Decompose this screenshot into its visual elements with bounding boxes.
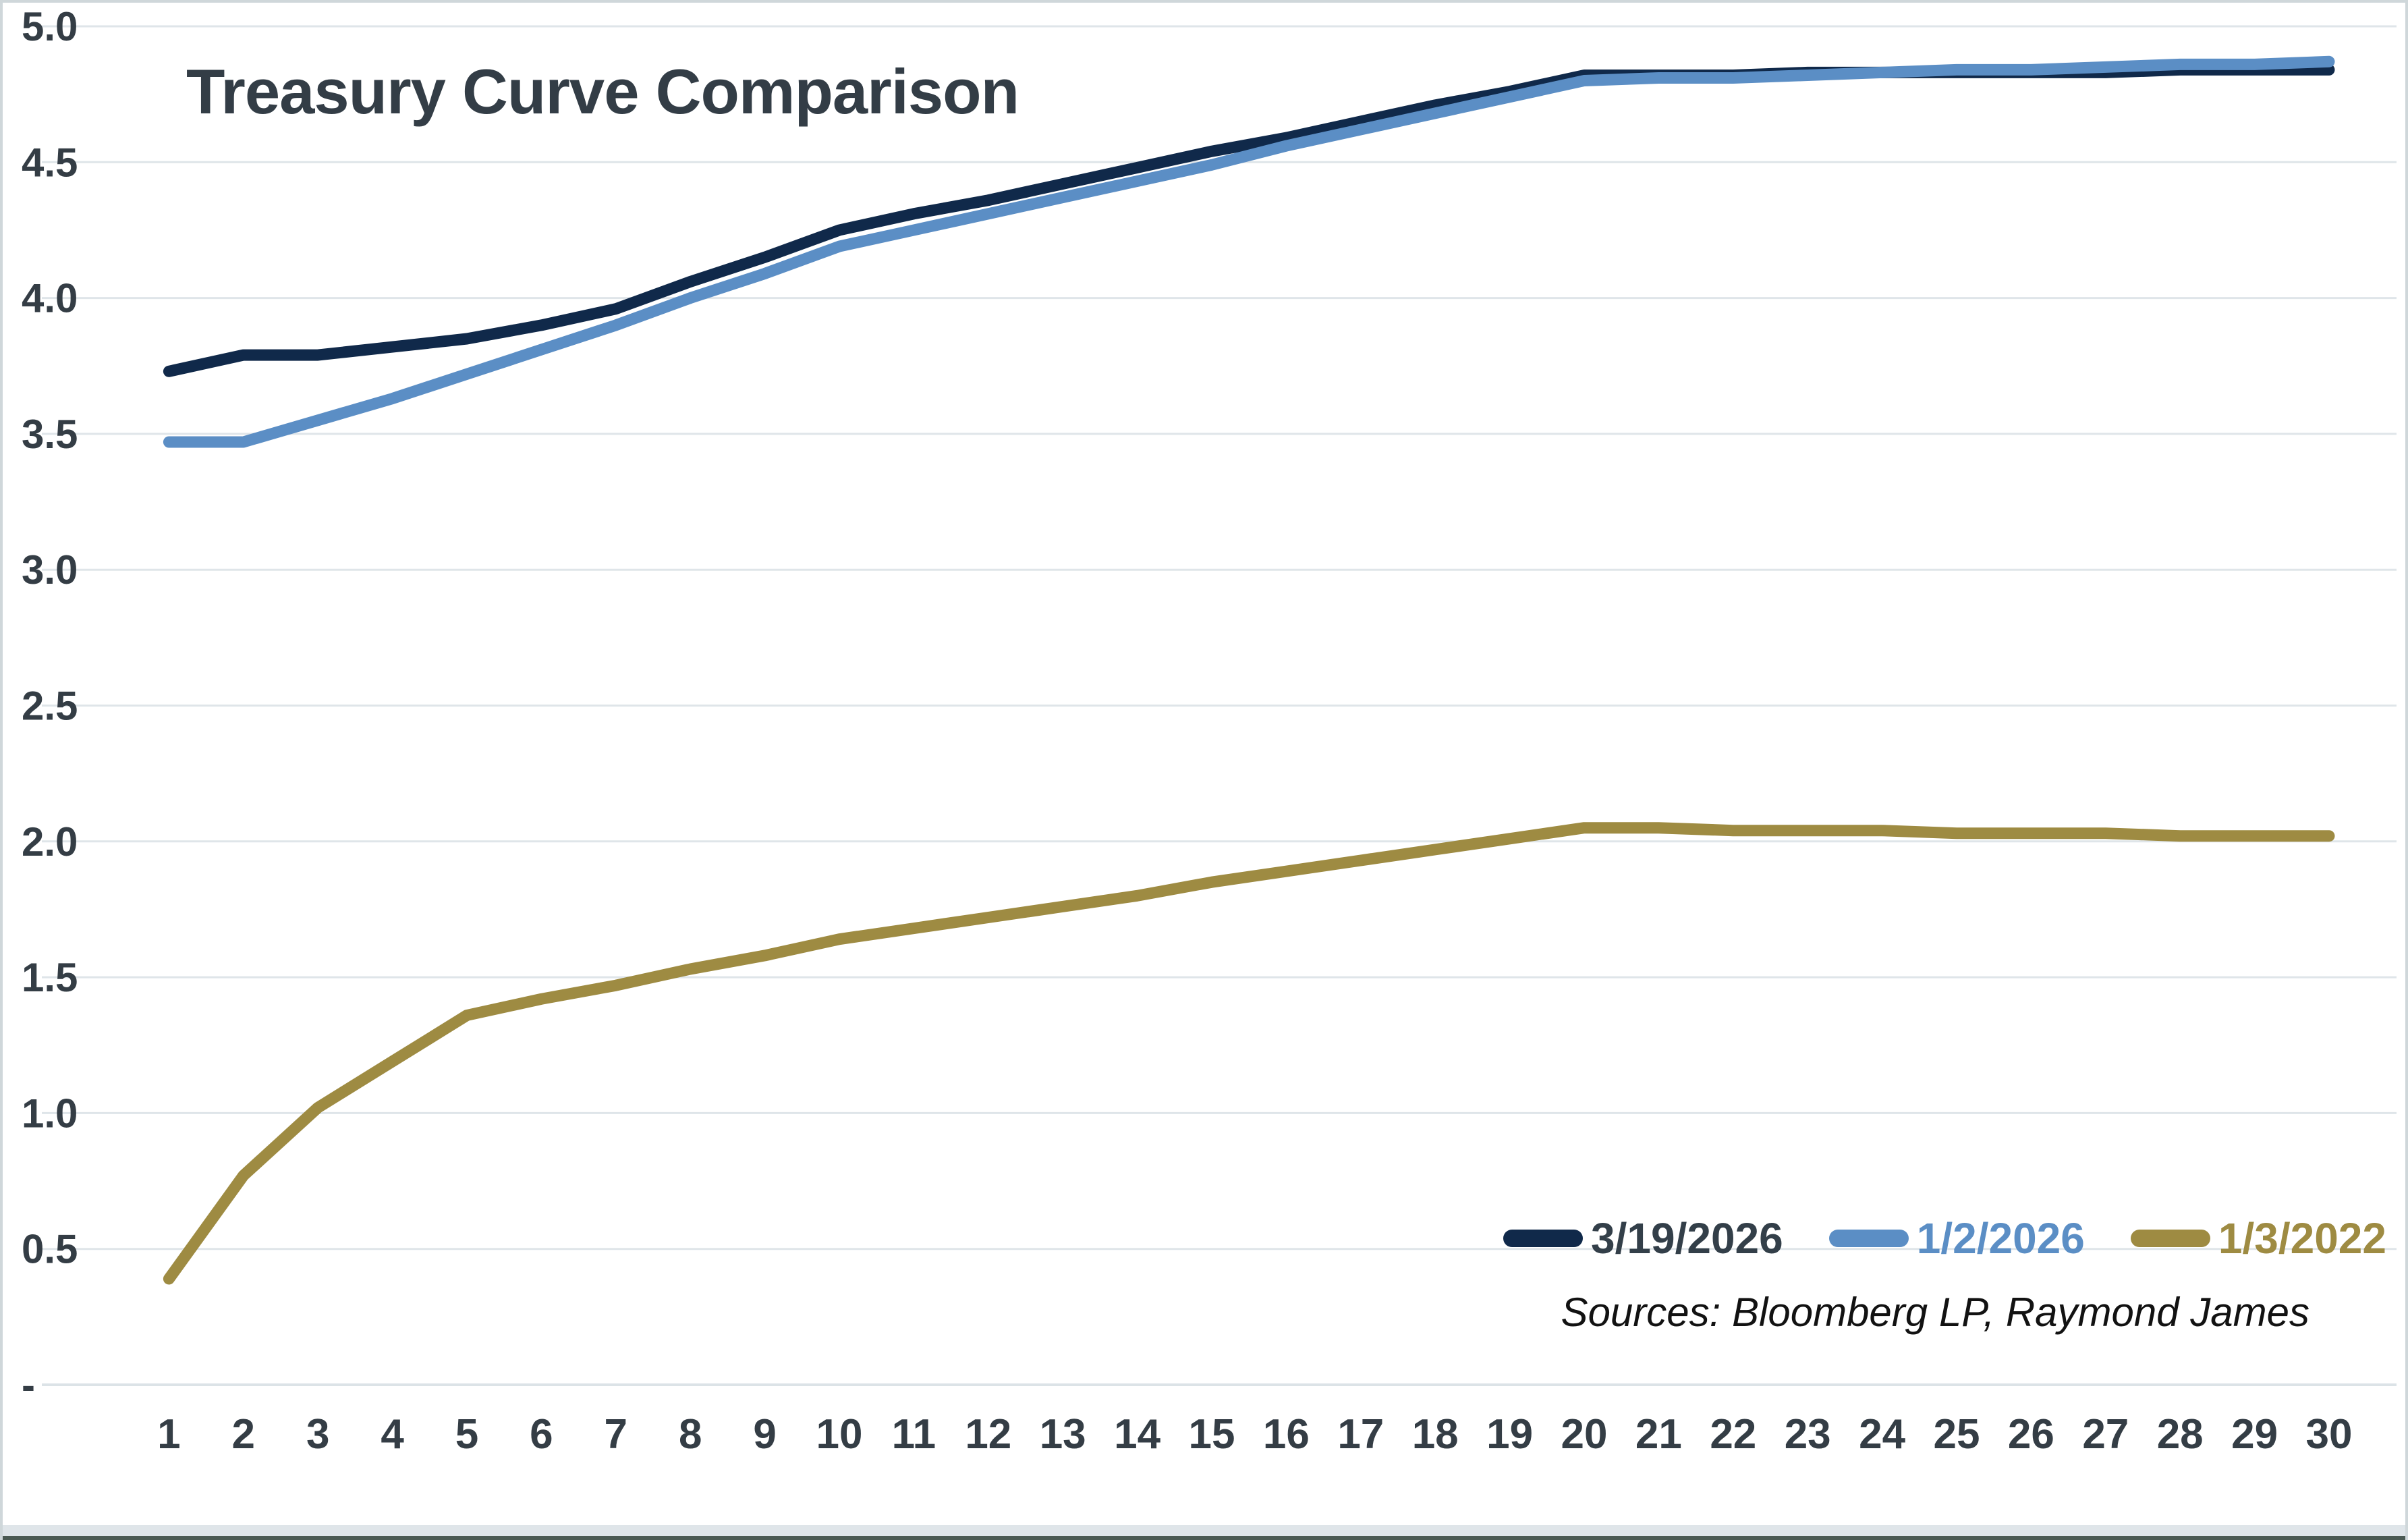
y-tick-label-3.0: 3.0 [22,547,78,593]
y-tick-label-4.5: 4.5 [22,140,78,185]
y-tick-label-2.0: 2.0 [22,819,78,864]
y-tick-label-4.0: 4.0 [22,276,78,321]
x-tick-label-16: 16 [1263,1411,1310,1458]
x-tick-label-30: 30 [2306,1411,2353,1458]
legend-item-1-2-2026: 1/2/2026 [1828,1214,2085,1263]
x-tick-label-17: 17 [1337,1411,1384,1458]
legend-swatch-1-2-2026 [1828,1230,1909,1247]
x-tick-label-26: 26 [2008,1411,2054,1458]
y-tick-label--: - [22,1363,35,1408]
series-line-1-3-2022 [163,822,2335,1285]
legend-swatch-3-19-2026 [1503,1230,1583,1247]
x-tick-label-23: 23 [1785,1411,1831,1458]
x-tick-label-12: 12 [965,1411,1011,1458]
x-tick-label-5: 5 [455,1411,478,1458]
x-tick-label-10: 10 [816,1411,863,1458]
chart-title: Treasury Curve Comparison [186,56,1019,127]
series-line-1-2-2026 [163,55,2335,448]
legend-swatch-1-3-2022 [2130,1230,2210,1247]
x-tick-label-27: 27 [2082,1411,2129,1458]
y-tick-label-3.5: 3.5 [22,412,78,457]
x-tick-label-19: 19 [1486,1411,1533,1458]
x-tick-label-4: 4 [381,1411,404,1458]
legend-item-1-3-2022: 1/3/2022 [2130,1214,2386,1263]
x-tick-label-20: 20 [1561,1411,1608,1458]
source-note: Sources: Bloomberg LP, Raymond James [1561,1290,2309,1335]
x-tick-label-13: 13 [1040,1411,1086,1458]
bottom-border-line [3,1536,2405,1540]
x-tick-label-6: 6 [530,1411,553,1458]
x-tick-label-14: 14 [1114,1411,1160,1458]
legend-label-1-2-2026: 1/2/2026 [1916,1214,2085,1263]
y-tick-label-1.5: 1.5 [22,955,78,1000]
x-tick-label-9: 9 [753,1411,776,1458]
treasury-curve-line-chart: 5.04.54.03.53.02.52.01.51.00.5-1 2 3 4 5 6 7 8 9… [22,4,2397,1458]
x-tick-label-24: 24 [1859,1411,1905,1458]
chart-legend: 3/19/2026 1/2/2026 1/3/2022 [1503,1217,2386,1260]
legend-item-3-19-2026: 3/19/2026 [1503,1217,1783,1260]
x-tick-label-21: 21 [1635,1411,1682,1458]
x-tick-label-28: 28 [2157,1411,2204,1458]
x-tick-label-3: 3 [306,1411,329,1458]
x-tick-label-1: 1 [157,1411,180,1458]
x-tick-label-11: 11 [892,1411,936,1458]
bottom-strip [3,1525,2405,1536]
y-tick-label-5.0: 5.0 [22,4,78,49]
legend-label-3-19-2026: 3/19/2026 [1591,1214,1783,1263]
legend-label-1-3-2022: 1/3/2022 [2218,1214,2386,1263]
x-tick-label-2: 2 [232,1411,255,1458]
x-tick-label-18: 18 [1412,1411,1459,1458]
x-tick-label-7: 7 [605,1411,627,1458]
x-tick-label-8: 8 [679,1411,702,1458]
x-tick-label-25: 25 [1934,1411,1980,1458]
y-tick-label-1.0: 1.0 [22,1091,78,1136]
x-tick-label-22: 22 [1710,1411,1756,1458]
x-tick-label-29: 29 [2231,1411,2278,1458]
x-tick-label-15: 15 [1189,1411,1235,1458]
y-tick-label-0.5: 0.5 [22,1227,78,1272]
y-tick-label-2.5: 2.5 [22,684,78,729]
